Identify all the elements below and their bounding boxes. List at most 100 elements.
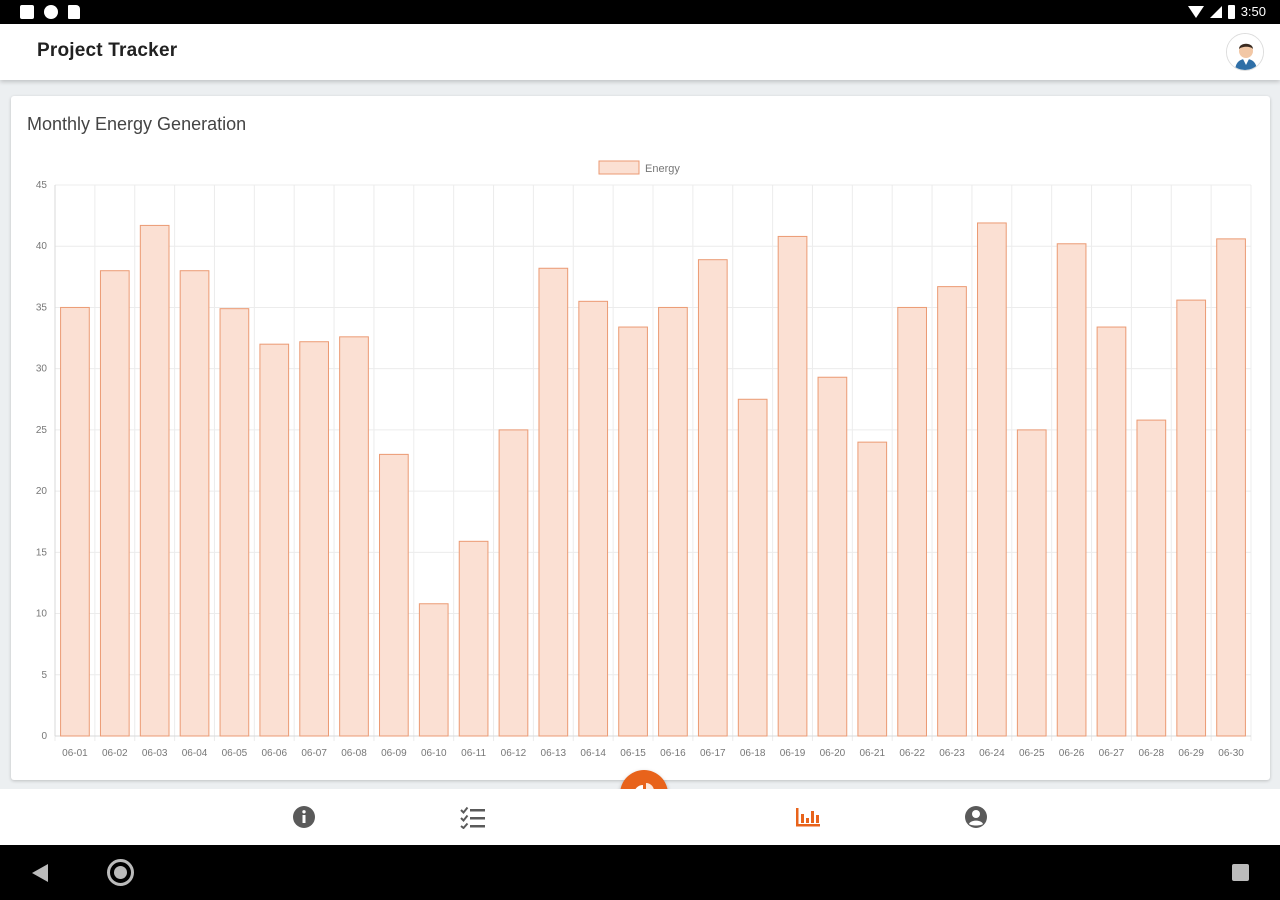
notification-icon — [20, 5, 34, 19]
bottom-navigation — [0, 789, 1280, 845]
bar — [977, 222, 1007, 737]
notification-icons — [20, 5, 80, 19]
x-tick-label: 06-03 — [142, 748, 168, 759]
checklist-icon — [460, 806, 485, 829]
x-tick-label: 06-30 — [1218, 748, 1244, 759]
x-tick-label: 06-28 — [1139, 748, 1165, 759]
bar-chart: 0 5 10 15 20 25 30 35 40 45 06-01 06-02 06-03 06-04 06… — [36, 160, 1252, 759]
x-tick-label: 06-19 — [780, 748, 806, 759]
x-tick-label: 06-02 — [102, 748, 128, 759]
bar — [498, 429, 529, 737]
sync-icon — [44, 5, 58, 19]
battery-icon — [1227, 4, 1235, 19]
x-tick-label: 06-17 — [700, 748, 726, 759]
y-tick-label: 25 — [36, 425, 48, 436]
bar — [1056, 243, 1087, 737]
x-tick-label: 06-20 — [820, 748, 846, 759]
nav-tasks[interactable] — [459, 803, 487, 831]
user-avatar-icon — [1227, 34, 1263, 70]
bar — [418, 603, 449, 737]
y-tick-label: 30 — [36, 364, 48, 375]
bar — [99, 270, 130, 737]
x-tick-label: 06-07 — [301, 748, 327, 759]
y-tick-label: 35 — [36, 302, 48, 313]
bar — [777, 235, 808, 737]
bar — [379, 453, 409, 737]
bar — [1096, 326, 1127, 737]
x-tick-label: 06-24 — [979, 748, 1005, 759]
x-tick-label: 06-23 — [939, 748, 965, 759]
bar — [897, 306, 927, 737]
x-tick-label: 06-01 — [62, 748, 88, 759]
x-tick-label: 06-25 — [1019, 748, 1045, 759]
bar-chart-icon — [796, 808, 820, 827]
info-icon — [293, 806, 315, 828]
y-tick-label: 0 — [41, 731, 47, 742]
bar — [817, 376, 848, 737]
y-tick-label: 5 — [41, 670, 47, 681]
x-tick-label: 06-12 — [501, 748, 527, 759]
bar — [219, 308, 250, 737]
legend-label: Energy — [645, 163, 680, 175]
x-tick-label: 06-11 — [461, 748, 486, 759]
system-navigation-bar — [0, 845, 1280, 900]
bar — [658, 306, 688, 737]
y-tick-label: 20 — [36, 486, 48, 497]
bar — [179, 270, 210, 737]
status-time: 3:50 — [1240, 4, 1266, 19]
bar — [578, 300, 609, 737]
nav-charts[interactable] — [794, 803, 822, 831]
x-tick-label: 06-14 — [580, 748, 606, 759]
wifi-icon — [1187, 5, 1204, 18]
x-tick-label: 06-15 — [620, 748, 646, 759]
bar — [60, 306, 90, 737]
x-tick-label: 06-18 — [740, 748, 766, 759]
bar — [1016, 429, 1047, 737]
recents-icon[interactable] — [1232, 864, 1249, 881]
bar — [618, 326, 648, 737]
x-tick-label: 06-10 — [421, 748, 447, 759]
bar — [538, 267, 569, 737]
app-bar: Project Tracker — [0, 24, 1280, 80]
y-tick-label: 15 — [36, 547, 48, 558]
x-tick-label: 06-29 — [1178, 748, 1204, 759]
x-tick-label: 06-21 — [859, 748, 885, 759]
account-icon — [965, 806, 987, 828]
x-tick-label: 06-06 — [261, 748, 287, 759]
signal-icon — [1209, 5, 1222, 18]
x-tick-label: 06-27 — [1099, 748, 1125, 759]
x-tick-label: 06-16 — [660, 748, 686, 759]
bar — [1216, 238, 1246, 737]
bar — [737, 398, 768, 737]
nav-account[interactable] — [962, 803, 990, 831]
bar — [1136, 419, 1167, 737]
legend-swatch — [598, 160, 640, 175]
nav-info[interactable] — [290, 803, 318, 831]
x-tick-label: 06-08 — [341, 748, 367, 759]
y-tick-label: 40 — [36, 241, 48, 252]
bar — [339, 336, 369, 737]
x-tick-label: 06-05 — [222, 748, 248, 759]
bar — [139, 224, 170, 737]
x-tick-label: 06-26 — [1059, 748, 1085, 759]
back-icon[interactable] — [32, 864, 48, 882]
sd-card-icon — [68, 5, 80, 19]
y-tick-label: 10 — [36, 609, 48, 620]
avatar[interactable] — [1226, 33, 1264, 71]
bar — [697, 259, 728, 737]
bar — [1176, 299, 1207, 737]
home-icon[interactable] — [107, 859, 134, 886]
system-status: 3:50 — [1187, 4, 1266, 19]
bar — [259, 343, 290, 737]
chart-title: Monthly Energy Generation — [27, 114, 247, 134]
x-tick-label: 06-04 — [182, 748, 208, 759]
x-tick-label: 06-22 — [899, 748, 925, 759]
y-tick-label: 45 — [36, 180, 48, 191]
status-bar: 3:50 — [0, 0, 1280, 24]
bar — [857, 441, 888, 737]
chart-card: Monthly Energy Generation 0 5 10 15 20 25 30 35… — [11, 96, 1270, 780]
bar — [458, 540, 489, 737]
bar — [937, 286, 967, 737]
page-title: Project Tracker — [37, 40, 178, 61]
bar — [299, 341, 329, 737]
